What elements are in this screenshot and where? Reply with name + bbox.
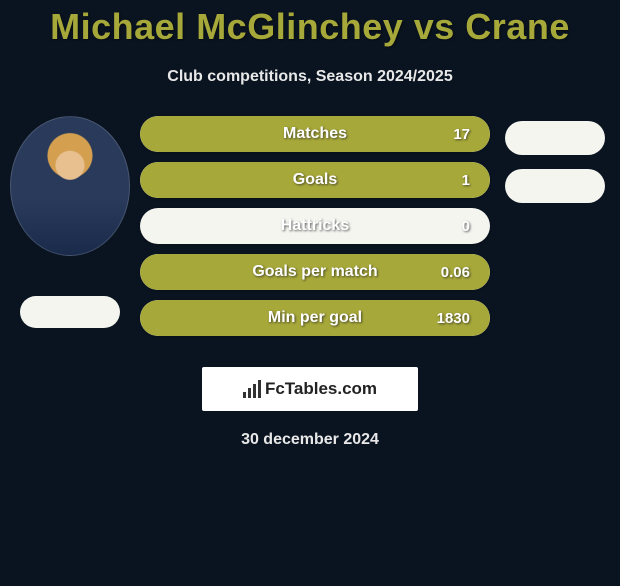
player-right-pill-0: [505, 121, 605, 155]
stat-label: Goals: [140, 162, 490, 198]
stat-label: Matches: [140, 116, 490, 152]
logo-text: FcTables.com: [265, 379, 377, 399]
player-left-column: [10, 116, 130, 347]
player-avatar: [10, 116, 130, 256]
stat-row-min-per-goal: Min per goal 1830: [140, 300, 490, 336]
player-left-pill: [20, 296, 120, 328]
source-logo: FcTables.com: [202, 367, 418, 411]
stat-label: Hattricks: [140, 208, 490, 244]
logo-bars-icon: [243, 380, 261, 398]
comparison-panel: Matches 17 Goals 1 Hattricks 0 Goals per…: [0, 116, 620, 347]
stat-value: 0.06: [441, 254, 470, 290]
stat-value: 1830: [437, 300, 470, 336]
stat-label: Goals per match: [140, 254, 490, 290]
page-title: Michael McGlinchey vs Crane: [0, 6, 620, 48]
subtitle: Club competitions, Season 2024/2025: [0, 68, 620, 86]
player-right-pill-1: [505, 169, 605, 203]
stat-row-goals: Goals 1: [140, 162, 490, 198]
stat-value: 1: [462, 162, 470, 198]
date-label: 30 december 2024: [0, 431, 620, 449]
stats-list: Matches 17 Goals 1 Hattricks 0 Goals per…: [140, 116, 490, 347]
stat-row-hattricks: Hattricks 0: [140, 208, 490, 244]
stat-value: 17: [453, 116, 470, 152]
stat-row-goals-per-match: Goals per match 0.06: [140, 254, 490, 290]
player-right-column: [500, 116, 610, 347]
stat-value: 0: [462, 208, 470, 244]
stat-row-matches: Matches 17: [140, 116, 490, 152]
